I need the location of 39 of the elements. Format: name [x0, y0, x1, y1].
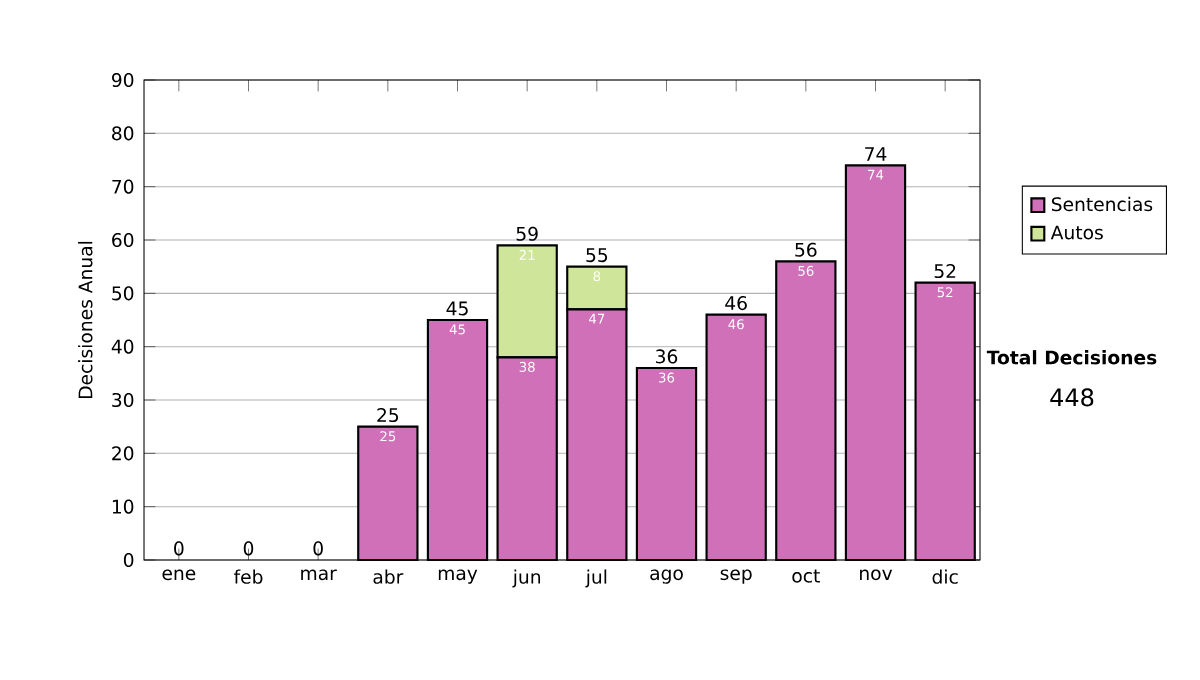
total-label: 0 — [243, 541, 254, 556]
total-label: 46 — [725, 296, 747, 311]
total-label: 55 — [586, 248, 608, 263]
y-axis-title: Decisiones Anual — [78, 241, 93, 398]
legend-label: Sentencias — [1051, 196, 1153, 212]
text: Total Decisiones — [986, 350, 1157, 365]
y-tick-label: 60 — [112, 232, 134, 248]
y-tick-label: 70 — [112, 179, 134, 194]
total-label: 36 — [656, 349, 678, 364]
y-tick-label: 20 — [112, 446, 134, 461]
y-tick-label: 10 — [112, 499, 134, 514]
text: 448 — [1050, 388, 1094, 407]
total-label: 74 — [865, 147, 887, 161]
x-tick-label: mar — [301, 569, 337, 581]
total-label: 25 — [377, 408, 399, 423]
y-tick-label: 80 — [112, 126, 134, 141]
x-tick-label: jul — [585, 569, 607, 588]
x-tick-label: oct — [792, 569, 820, 583]
total-label: 45 — [446, 301, 468, 316]
x-tick-label: abr — [373, 569, 404, 584]
y-tick-label: 0 — [123, 552, 134, 568]
x-tick-label: jun — [512, 569, 541, 588]
y-tick-label: 40 — [111, 339, 134, 354]
y-tick-label: 30 — [112, 392, 134, 408]
total-label: 52 — [934, 264, 956, 279]
y-tick-label: 50 — [112, 286, 134, 301]
x-tick-label: dic — [932, 569, 958, 584]
x-tick-label: feb — [233, 569, 263, 584]
total-label: 0 — [313, 541, 323, 556]
total-label: 56 — [795, 242, 817, 257]
x-tick-label: ago — [650, 569, 683, 584]
x-tick-label: ene — [162, 569, 196, 581]
x-tick-label: sep — [720, 569, 752, 584]
x-tick-label: nov — [860, 569, 893, 581]
x-tick-label: may — [438, 569, 478, 584]
legend-label: Autos — [1050, 225, 1103, 240]
total-label: 59 — [516, 226, 538, 241]
total-label: 0 — [174, 541, 184, 556]
y-tick-label: 90 — [112, 72, 134, 88]
